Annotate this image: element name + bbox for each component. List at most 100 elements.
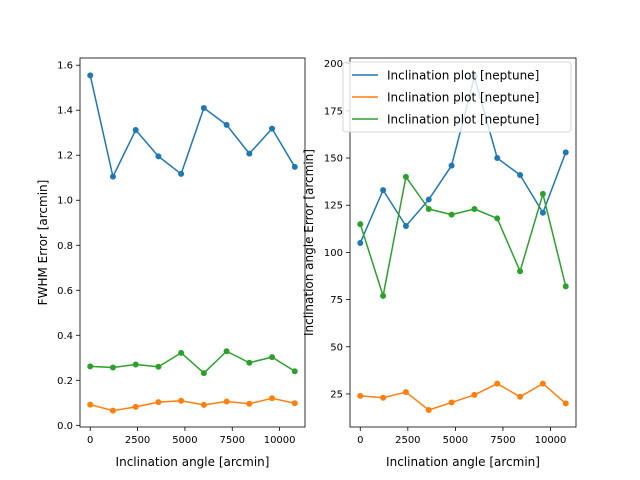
y-axis-label: FWHM Error [arcmin] <box>36 180 50 306</box>
x-tick-label: 10000 <box>535 435 567 446</box>
data-point <box>87 363 94 370</box>
data-point <box>291 163 298 170</box>
data-point <box>380 187 387 194</box>
data-point <box>402 173 409 180</box>
data-point <box>155 363 162 370</box>
data-point <box>380 394 387 401</box>
y-tick-label: 200 <box>324 59 343 70</box>
data-point <box>425 196 432 203</box>
legend-label: Inclination plot [neptune] <box>387 113 539 127</box>
y-tick-label: 75 <box>330 295 343 306</box>
data-point <box>246 150 253 157</box>
data-point <box>178 397 185 404</box>
data-point <box>269 354 276 361</box>
data-point <box>562 283 569 290</box>
x-tick-label: 2500 <box>395 435 420 446</box>
data-point <box>357 239 364 246</box>
data-point <box>425 407 432 414</box>
y-tick-label: 1.2 <box>57 151 73 162</box>
y-tick-label: 125 <box>324 201 343 212</box>
data-point <box>246 359 253 366</box>
y-tick-label: 0.8 <box>57 241 73 252</box>
data-point <box>155 399 162 406</box>
data-point <box>132 361 139 368</box>
y-axis-label: Inclination angle Error [arcmin] <box>302 149 316 336</box>
data-point <box>562 400 569 407</box>
data-point <box>539 209 546 216</box>
series-line <box>359 176 567 297</box>
data-point <box>494 155 501 162</box>
data-point <box>402 222 409 229</box>
data-point <box>178 170 185 177</box>
legend-box <box>342 61 572 133</box>
y-tick-label: 0.4 <box>57 331 73 342</box>
y-tick-label: 25 <box>330 389 343 400</box>
data-point <box>357 392 364 399</box>
data-point <box>200 401 207 408</box>
x-tick-label: 7500 <box>490 435 515 446</box>
y-tick-label: 1.6 <box>57 61 73 72</box>
x-tick-label: 5000 <box>172 435 197 446</box>
data-point <box>425 205 432 212</box>
data-point <box>132 127 139 134</box>
y-tick-label: 0.6 <box>57 286 73 297</box>
data-point <box>471 205 478 212</box>
series-line <box>90 397 295 412</box>
legend: Inclination plot [neptune] Inclination pl… <box>342 61 572 133</box>
plot-frame <box>349 57 577 428</box>
x-tick-label: 10000 <box>264 435 296 446</box>
data-point <box>517 268 524 275</box>
x-tick-label: 7500 <box>220 435 245 446</box>
legend-label: Inclination plot [neptune] <box>387 91 539 105</box>
data-point <box>494 215 501 222</box>
data-point <box>109 407 116 414</box>
data-point <box>223 348 230 355</box>
y-tick-label: 175 <box>324 106 343 117</box>
data-point <box>200 104 207 111</box>
data-point <box>402 389 409 396</box>
data-point <box>291 400 298 407</box>
data-point <box>109 173 116 180</box>
data-point <box>223 121 230 128</box>
data-point <box>87 72 94 79</box>
series-line <box>360 382 567 411</box>
data-point <box>471 391 478 398</box>
data-point <box>269 125 276 132</box>
plot-frame <box>79 57 306 428</box>
series-line <box>89 75 296 178</box>
data-point <box>132 403 139 410</box>
data-point <box>223 398 230 405</box>
y-tick-label: 0.0 <box>57 421 73 432</box>
data-point <box>517 172 524 179</box>
data-point <box>448 399 455 406</box>
right-chart: 0 2500 5000 7500 10000255075100125150175200I… <box>302 57 577 469</box>
x-axis-label: Inclination angle [arcmin] <box>386 455 540 469</box>
data-point <box>178 349 185 356</box>
data-point <box>448 162 455 169</box>
legend-label: Inclination plot [neptune] <box>387 69 539 83</box>
data-point <box>539 190 546 197</box>
data-point <box>155 153 162 160</box>
data-point <box>562 149 569 156</box>
y-tick-label: 50 <box>330 342 343 353</box>
x-tick-label: 2500 <box>125 435 150 446</box>
data-point <box>448 211 455 218</box>
x-axis-label: Inclination angle [arcmin] <box>116 455 270 469</box>
y-tick-label: 1.4 <box>57 106 73 117</box>
data-point <box>539 380 546 387</box>
x-tick-label: 0 <box>87 435 93 446</box>
data-point <box>380 292 387 299</box>
y-tick-label: 150 <box>324 154 343 165</box>
series-line <box>90 350 296 374</box>
x-tick-label: 0 <box>357 435 363 446</box>
data-point <box>494 380 501 387</box>
data-point <box>109 364 116 371</box>
y-tick-label: 100 <box>324 248 343 259</box>
data-point <box>246 400 253 407</box>
y-tick-label: 0.2 <box>57 376 73 387</box>
y-tick-label: 1.0 <box>57 196 73 207</box>
data-point <box>517 393 524 400</box>
left-chart: 0 2500 5000 7500 10000 0.0 0.2 0.4 0.6 0.8 1.0 1.2 1… <box>36 57 306 469</box>
data-point <box>269 395 276 402</box>
